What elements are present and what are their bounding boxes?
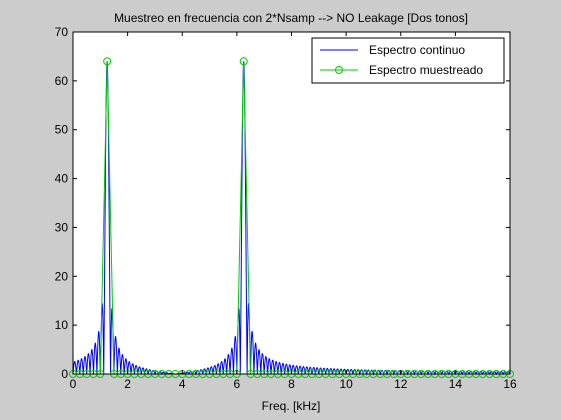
y-tick-label: 50 [55,123,69,137]
sample-point [103,57,112,66]
y-tick-label: 10 [55,318,69,332]
y-tick-label: 30 [55,220,69,234]
chart-title: Muestreo en frecuencia con 2*Nsamp --> N… [114,11,468,25]
legend-box [311,37,505,84]
y-tick-labels: 0 10 20 30 40 50 60 70 [55,25,69,381]
sample-point [239,57,248,66]
legend: Espectro continuo Espectro muestreado [311,37,505,84]
x-tick-label: 16 [503,377,517,391]
y-tick-label: 60 [55,74,69,88]
x-tick-label: 10 [339,377,353,391]
x-tick-label: 2 [124,377,131,391]
x-tick-label: 4 [179,377,186,391]
plot-area [73,32,510,374]
y-tick-label: 70 [55,25,69,39]
legend-marker-sampled [335,66,343,74]
x-tick-label: 14 [449,377,463,391]
y-tick-label: 0 [61,367,68,381]
x-tick-label: 6 [234,377,241,391]
y-tick-label: 40 [55,172,69,186]
x-tick-label: 0 [70,377,77,391]
legend-label-continuous: Espectro continuo [369,43,465,57]
x-tick-label: 12 [394,377,408,391]
x-tick-label: 8 [288,377,295,391]
plot-frame [72,31,511,375]
legend-label-sampled: Espectro muestreado [369,63,483,77]
x-tick-labels: 0 2 4 6 8 10 12 14 16 [70,377,517,391]
y-tick-label: 20 [55,269,69,283]
x-axis-label: Freq. [kHz] [262,399,321,413]
